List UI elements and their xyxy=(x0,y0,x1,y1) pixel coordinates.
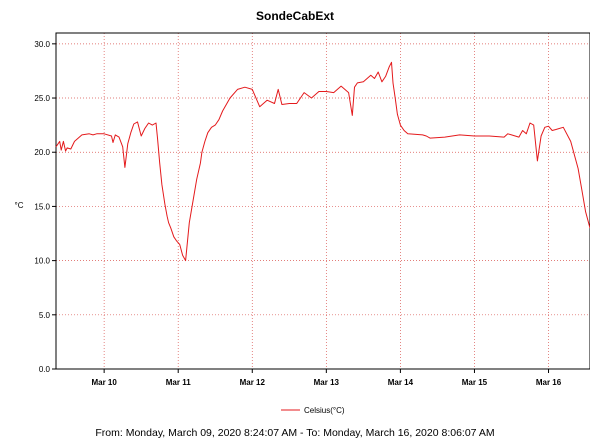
x-tick-label: Mar 13 xyxy=(314,378,340,387)
y-axis: 0.0 5.0 10.0 15.0 20.0 25.0 30.0 xyxy=(34,40,56,374)
y-tick-label: 20.0 xyxy=(34,148,50,157)
x-axis: Mar 10 Mar 11 Mar 12 Mar 13 Mar 14 Mar 15 Mar … xyxy=(91,369,562,387)
y-axis-label: °C xyxy=(15,201,24,210)
x-tick-label: Mar 16 xyxy=(536,378,562,387)
y-tick-label: 10.0 xyxy=(34,257,50,266)
y-tick-label: 25.0 xyxy=(34,94,50,103)
x-tick-label: Mar 14 xyxy=(388,378,414,387)
date-range-footer: From: Monday, March 09, 2020 8:24:07 AM … xyxy=(95,427,495,439)
series-group xyxy=(55,61,590,262)
y-tick-label: 0.0 xyxy=(39,365,51,374)
y-tick-label: 30.0 xyxy=(34,40,50,49)
x-tick-label: Mar 12 xyxy=(240,378,266,387)
legend-label: Celsius(°C) xyxy=(304,406,345,415)
y-tick-label: 15.0 xyxy=(34,202,50,211)
x-tick-label: Mar 15 xyxy=(462,378,488,387)
plot-area xyxy=(55,32,590,370)
y-tick-label: 5.0 xyxy=(39,311,51,320)
grid-lines xyxy=(56,33,590,369)
x-tick-label: Mar 10 xyxy=(91,378,117,387)
chart-title: SondeCabExt xyxy=(255,9,334,23)
x-tick-label: Mar 11 xyxy=(166,378,191,387)
series-line-0 xyxy=(55,61,590,262)
legend[interactable]: Celsius(°C) xyxy=(281,406,345,415)
